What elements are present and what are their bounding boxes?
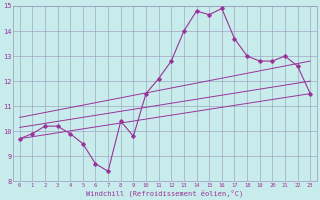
X-axis label: Windchill (Refroidissement éolien,°C): Windchill (Refroidissement éolien,°C) xyxy=(86,189,244,197)
